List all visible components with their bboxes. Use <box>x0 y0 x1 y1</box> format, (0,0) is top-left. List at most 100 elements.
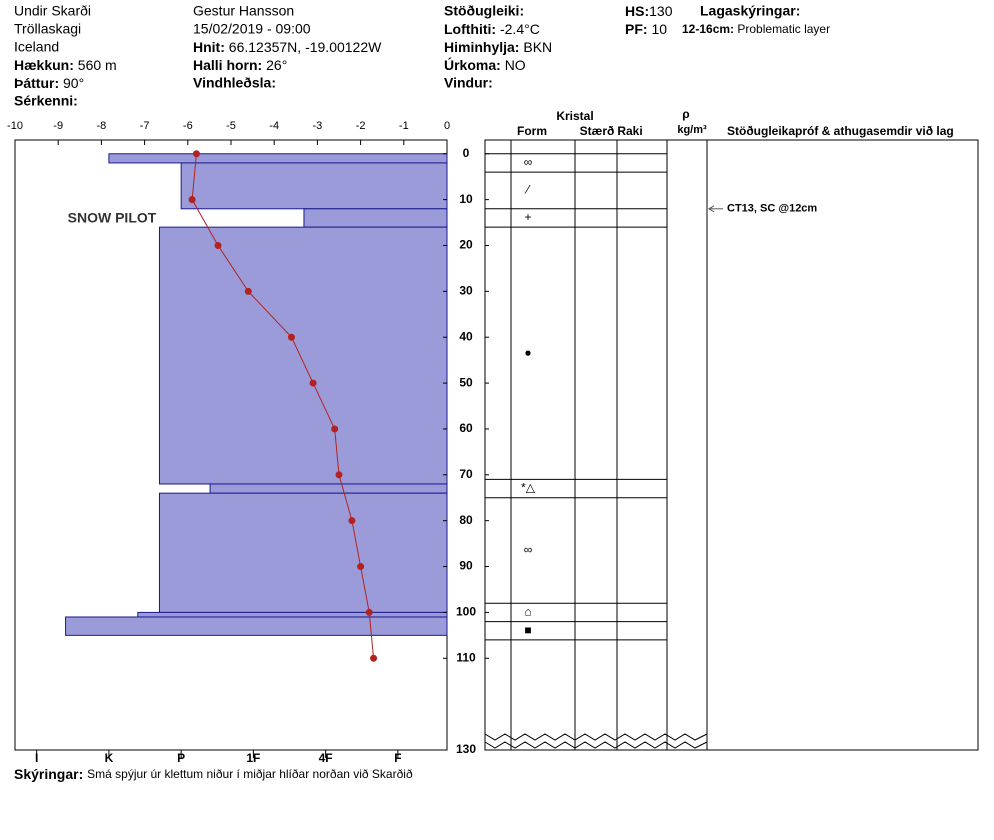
temperature-point <box>192 150 200 158</box>
x-tick-label: -1 <box>399 120 409 132</box>
value: 130 <box>649 3 673 19</box>
stability: Stöðugleiki: <box>444 3 524 19</box>
y-tick-label: 90 <box>459 559 473 573</box>
value: 26° <box>266 57 287 73</box>
y-tick-label: 60 <box>459 421 473 435</box>
datetime: 15/02/2019 - 09:00 <box>193 21 311 37</box>
temperature-point <box>370 654 378 662</box>
temperature-point <box>188 196 196 204</box>
temperature-point <box>244 287 252 295</box>
hardness-bar <box>180 162 448 210</box>
aspect: Þáttur: 90° <box>14 75 84 91</box>
watermark: SNOW PILOT <box>68 210 157 226</box>
label: Himinhylja: <box>444 39 519 55</box>
layer-notes-title: Lagaskýringar: <box>700 3 800 19</box>
label: Úrkoma: <box>444 56 501 73</box>
temperature-point <box>357 563 365 571</box>
coordinates: Hnit: 66.12357N, -19.00122W <box>193 39 382 55</box>
label: 12-16cm: <box>682 22 734 36</box>
grain-form: ∞ <box>524 543 533 557</box>
wind: Vindur: <box>444 75 493 91</box>
form-header: Form <box>517 124 547 138</box>
break-mark <box>484 733 708 741</box>
test-arrowhead <box>708 205 715 213</box>
value: -2.4°C <box>500 21 540 37</box>
hardness-tick-label: K <box>105 751 114 765</box>
slope: Halli horn: 26° <box>193 57 287 73</box>
label: Lofthiti: <box>444 21 496 37</box>
x-tick-label: -6 <box>183 120 193 132</box>
wind-loading: Vindhleðsla: <box>193 75 276 91</box>
observer: Gestur Hansson <box>193 3 294 19</box>
location: Undir Skarði <box>14 3 91 19</box>
hardness-bar <box>303 208 448 228</box>
break-mark <box>484 741 708 749</box>
value: 90° <box>63 75 84 91</box>
sky: Himinhylja: BKN <box>444 39 552 55</box>
temperature-line <box>191 153 375 659</box>
x-tick-label: 0 <box>444 120 450 132</box>
grain-form: ∞ <box>524 155 533 169</box>
comments-header: Stöðugleikapróf & athugasemdir við lag <box>727 124 954 138</box>
range: Tröllaskagi <box>14 21 81 37</box>
hardness-bar <box>158 492 448 613</box>
features: Sérkenni: <box>14 93 78 109</box>
temperature-point <box>348 517 356 525</box>
value: Smá spýjur úr klettum niður í miðjar hlí… <box>87 767 413 781</box>
moisture-header: Raki <box>617 124 642 138</box>
y-tick-label: 50 <box>459 375 473 389</box>
country: Iceland <box>14 39 59 55</box>
y-tick-label: 30 <box>459 284 473 298</box>
y-tick-label: 40 <box>459 329 473 343</box>
x-tick-label: -9 <box>53 120 63 132</box>
layer-note: 12-16cm: Problematic layer <box>682 22 830 36</box>
test-result: CT13, SC @12cm <box>727 203 817 215</box>
density-unit: kg/m³ <box>677 124 707 136</box>
label: Hækkun: <box>14 57 74 73</box>
crystal-title: Kristal <box>556 109 593 123</box>
value: BKN <box>523 39 552 55</box>
temperature-point <box>331 425 339 433</box>
label: HS: <box>625 3 649 19</box>
temperature-point <box>309 379 317 387</box>
y-tick-label: 10 <box>459 192 473 206</box>
table-frame <box>484 139 979 751</box>
hs: HS:130 <box>625 3 673 19</box>
hardness-tick-label: 1F <box>246 751 260 765</box>
y-tick-label: 80 <box>459 513 473 527</box>
hardness-tick-label: 4F <box>319 751 333 765</box>
header: Undir Skarði Tröllaskagi Iceland Hækkun:… <box>14 3 830 109</box>
density-header: ρ <box>682 107 689 121</box>
y-tick-label: 130 <box>456 742 476 756</box>
label: Hnit: <box>193 39 225 55</box>
value: 560 m <box>78 57 117 73</box>
x-tick-label: -4 <box>269 120 279 132</box>
temperature-point <box>214 241 222 249</box>
label: Halli horn: <box>193 57 262 73</box>
value: 10 <box>651 21 667 37</box>
value: Problematic layer <box>737 22 830 36</box>
value: NO <box>505 57 526 73</box>
label: Skýringar: <box>14 766 83 782</box>
hardness-bar <box>65 616 448 636</box>
grain-form: *△ <box>521 481 536 495</box>
grain-form: ● <box>524 345 531 359</box>
y-tick-label: 100 <box>456 605 476 619</box>
pf: PF: 10 <box>625 21 667 37</box>
size-header: Stærð <box>580 124 615 138</box>
y-tick-label: 20 <box>459 238 473 252</box>
hardness-tick-label: P <box>177 751 185 765</box>
air-temp: Lofthiti: -2.4°C <box>444 21 540 37</box>
temperature-point <box>287 333 295 341</box>
elevation: Hækkun: 560 m <box>14 57 117 73</box>
notes: Skýringar: Smá spýjur úr klettum niður í… <box>14 766 413 782</box>
x-tick-label: -5 <box>226 120 236 132</box>
precip: Úrkoma: NO <box>444 56 526 73</box>
y-tick-label: 70 <box>459 467 473 481</box>
x-tick-label: -8 <box>97 120 107 132</box>
grain-form: ■ <box>524 623 531 637</box>
temperature-point <box>335 471 343 479</box>
grain-form: ⌂ <box>524 605 531 619</box>
hardness-bar <box>108 153 448 164</box>
